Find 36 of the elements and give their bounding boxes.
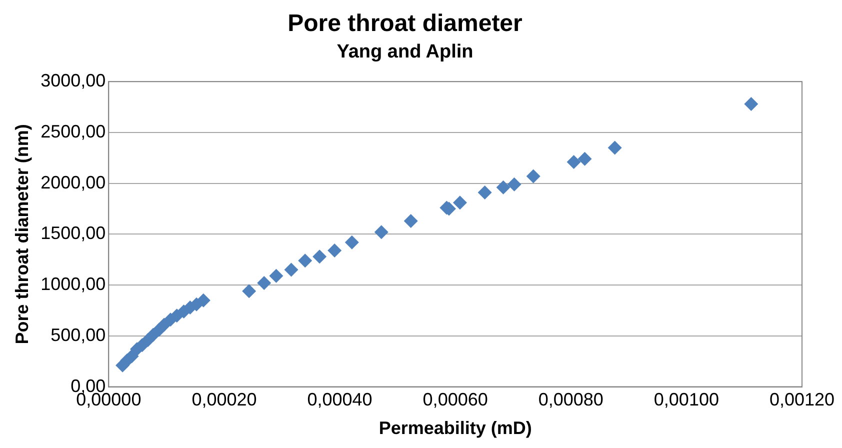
point [744,96,758,111]
x-axis-title: Permeability (mD) [378,418,532,438]
point [452,196,467,210]
point [526,169,540,184]
point [608,140,622,155]
x-tick-label: 0,00040 [307,390,372,410]
point [196,293,210,308]
point [478,185,492,200]
y-tick-label: 2500,00 [40,121,106,142]
point [344,235,359,250]
y-tick-label: 1500,00 [40,223,106,244]
point [312,250,327,264]
point [404,214,418,228]
y-axis-title: Pore throat diameter (nm) [12,124,32,344]
x-tick-label: 0,00100 [654,390,719,410]
point [242,284,256,298]
x-tick-label: 0,00080 [538,390,604,410]
point [328,243,342,258]
x-tick-label: 0,00120 [769,390,835,410]
x-tick-label: 0,00020 [192,390,257,410]
y-tick-label: 2000,00 [40,172,106,192]
point [374,225,388,240]
point [269,268,284,283]
chart-subtitle: Yang and Aplin [336,41,474,62]
x-tick-label: 0,00060 [422,390,488,410]
point [566,154,581,169]
point [496,180,510,194]
point [298,254,312,268]
y-tick-label: 500,00 [50,324,106,345]
y-tick-label: 3000,00 [40,70,106,91]
chart-title: Pore throat diameter [288,10,522,38]
point [257,276,272,290]
point [507,177,522,192]
point [578,152,592,166]
point [284,262,298,277]
y-tick-label: 1000,00 [40,274,106,294]
